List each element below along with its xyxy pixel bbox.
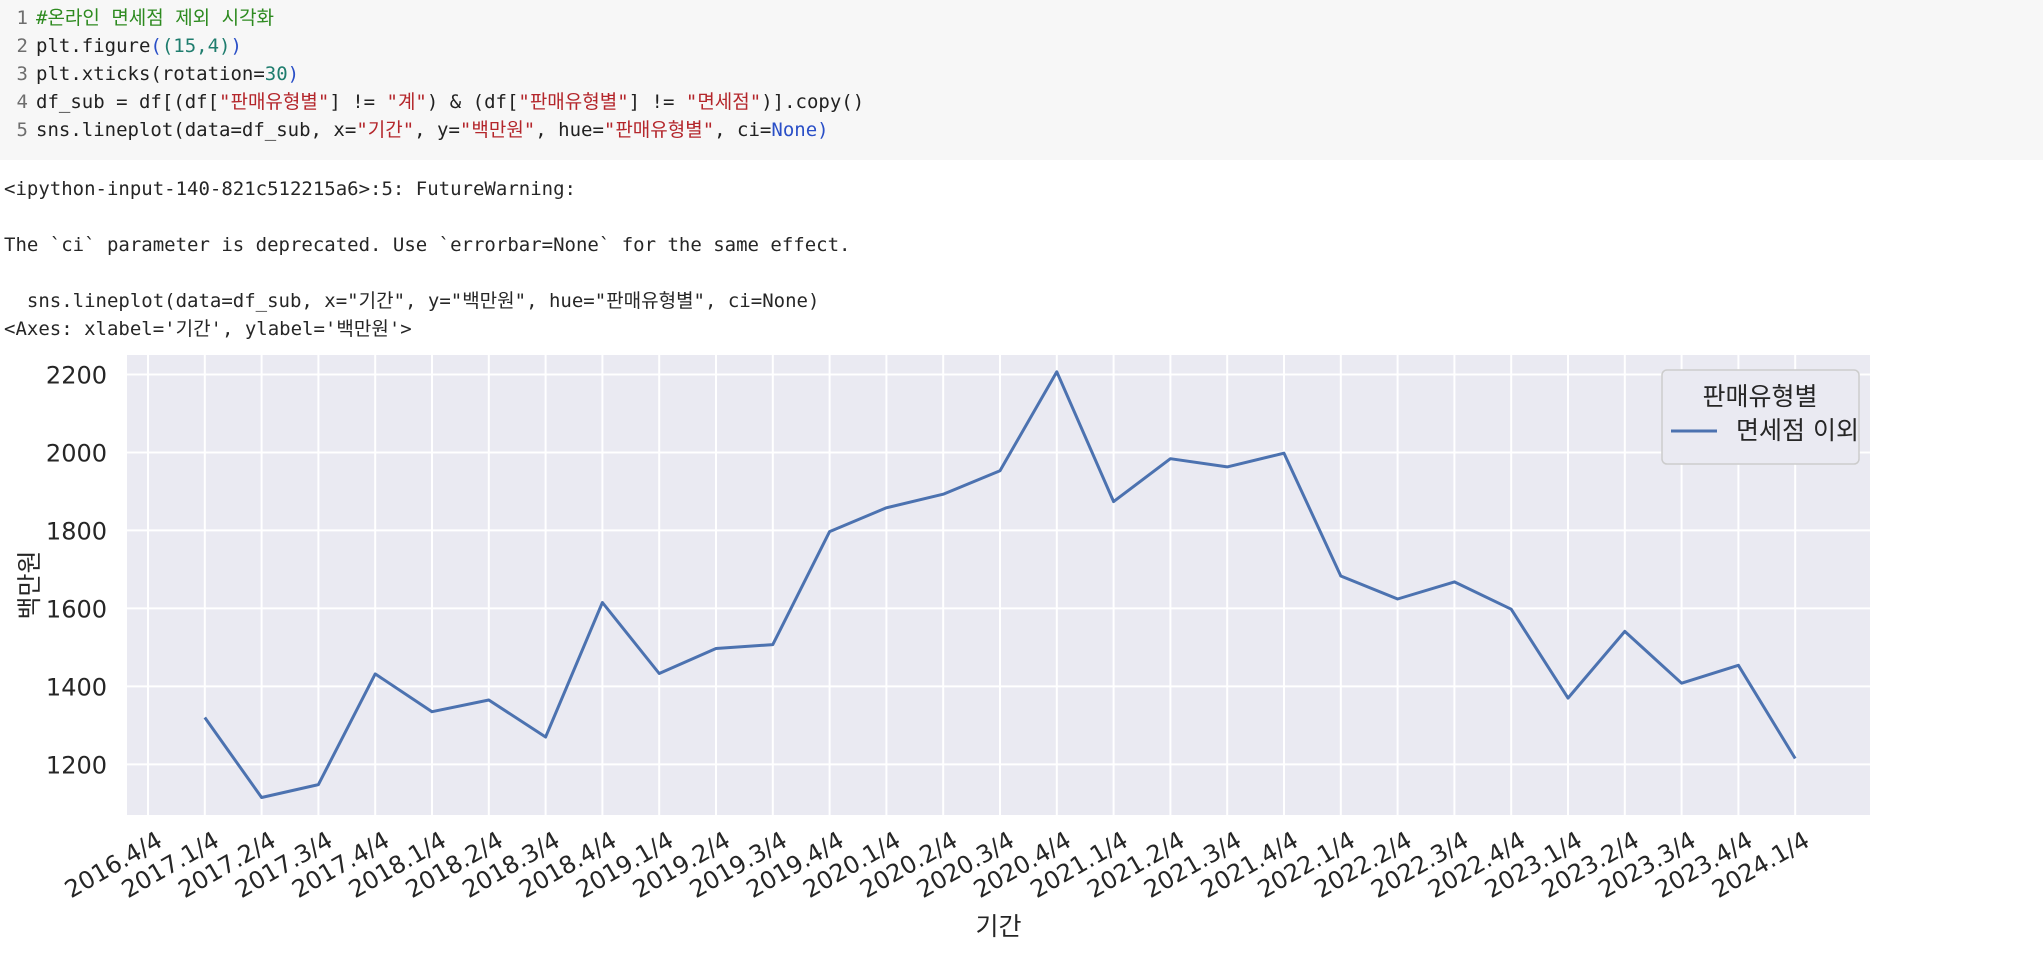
- axes-repr: <Axes: xlabel='기간', ylabel='백만원'>: [4, 318, 412, 340]
- warning-code: sns.lineplot(data=df_sub, x="기간", y="백만원…: [4, 290, 820, 312]
- y-tick-label: 1600: [46, 595, 107, 623]
- legend-title: 판매유형별: [1702, 382, 1817, 411]
- code-token: (: [150, 35, 162, 57]
- code-token: ] !=: [329, 91, 387, 113]
- code-token: (data=df_sub, x=: [173, 119, 357, 141]
- line-number: 2: [16, 35, 28, 57]
- code-token: ) & (df[: [426, 91, 519, 113]
- code-string: "판매유형별": [219, 91, 330, 113]
- code-line-5: 5 sns.lineplot(data=df_sub, x="기간", y="백만…: [0, 116, 829, 144]
- code-line-1: 1 #온라인 면세점 제외 시각화: [0, 4, 275, 32]
- legend-label: 면세점 이외: [1736, 416, 1859, 445]
- plot-area: [127, 355, 1870, 815]
- code-token: , hue=: [535, 119, 604, 141]
- y-tick-label: 1800: [46, 517, 107, 545]
- code-token: plt.figure: [36, 35, 151, 57]
- code-string: "면세점": [685, 91, 762, 113]
- code-token: ): [230, 35, 242, 57]
- code-line-3: 3 plt.xticks(rotation=30): [0, 60, 300, 88]
- code-number: 30: [264, 63, 288, 85]
- code-cell[interactable]: 1 #온라인 면세점 제외 시각화 2 plt.figure((15,4)) 3 pl…: [0, 0, 2043, 160]
- legend-box: [1661, 369, 1860, 465]
- code-number: (15,4): [161, 35, 231, 57]
- line-number: 5: [16, 119, 28, 141]
- code-token: sns.lineplot: [36, 119, 174, 141]
- series-line: [203, 370, 1797, 799]
- code-token: , ci=: [714, 119, 772, 141]
- code-token: ): [817, 119, 829, 141]
- warning-message: The `ci` parameter is deprecated. Use `e…: [4, 234, 851, 256]
- code-string: "판매유형별": [603, 119, 715, 141]
- code-string: "판매유형별": [518, 91, 629, 113]
- code-comment: #온라인 면세점 제외 시각화: [36, 7, 275, 29]
- x-axis-label: 기간: [975, 912, 1021, 941]
- code-token: )].copy(): [761, 91, 865, 113]
- line-number: 4: [16, 91, 28, 113]
- y-axis-label: 백만원: [15, 550, 44, 619]
- line-number: 1: [16, 7, 28, 29]
- y-tick-label: 1200: [46, 751, 107, 779]
- code-token: (rotation=: [150, 63, 265, 85]
- warning-line: <ipython-input-140-821c512215a6>:5: Futu…: [4, 178, 576, 200]
- code-token: df_sub = df[(df[: [36, 91, 220, 113]
- line-number: 3: [16, 63, 28, 85]
- line-chart: 1200140016001800200022002016.4/42017.1/4…: [15, 355, 1870, 941]
- code-string: "계": [386, 91, 427, 113]
- code-line-2: 2 plt.figure((15,4)): [0, 32, 242, 60]
- y-tick-label: 2000: [46, 439, 107, 467]
- code-token: , y=: [414, 119, 460, 141]
- y-tick-label: 1400: [46, 673, 107, 701]
- code-string: "기간": [356, 119, 415, 141]
- code-token: plt.xticks: [36, 63, 151, 85]
- code-line-4: 4 df_sub = df[(df["판매유형별"] != "계") & (df[…: [0, 88, 865, 116]
- code-token: ): [287, 63, 300, 85]
- code-token: ] !=: [628, 91, 686, 113]
- code-string: "백만원": [459, 119, 536, 141]
- code-keyword: None: [771, 119, 818, 141]
- y-tick-label: 2200: [46, 361, 107, 389]
